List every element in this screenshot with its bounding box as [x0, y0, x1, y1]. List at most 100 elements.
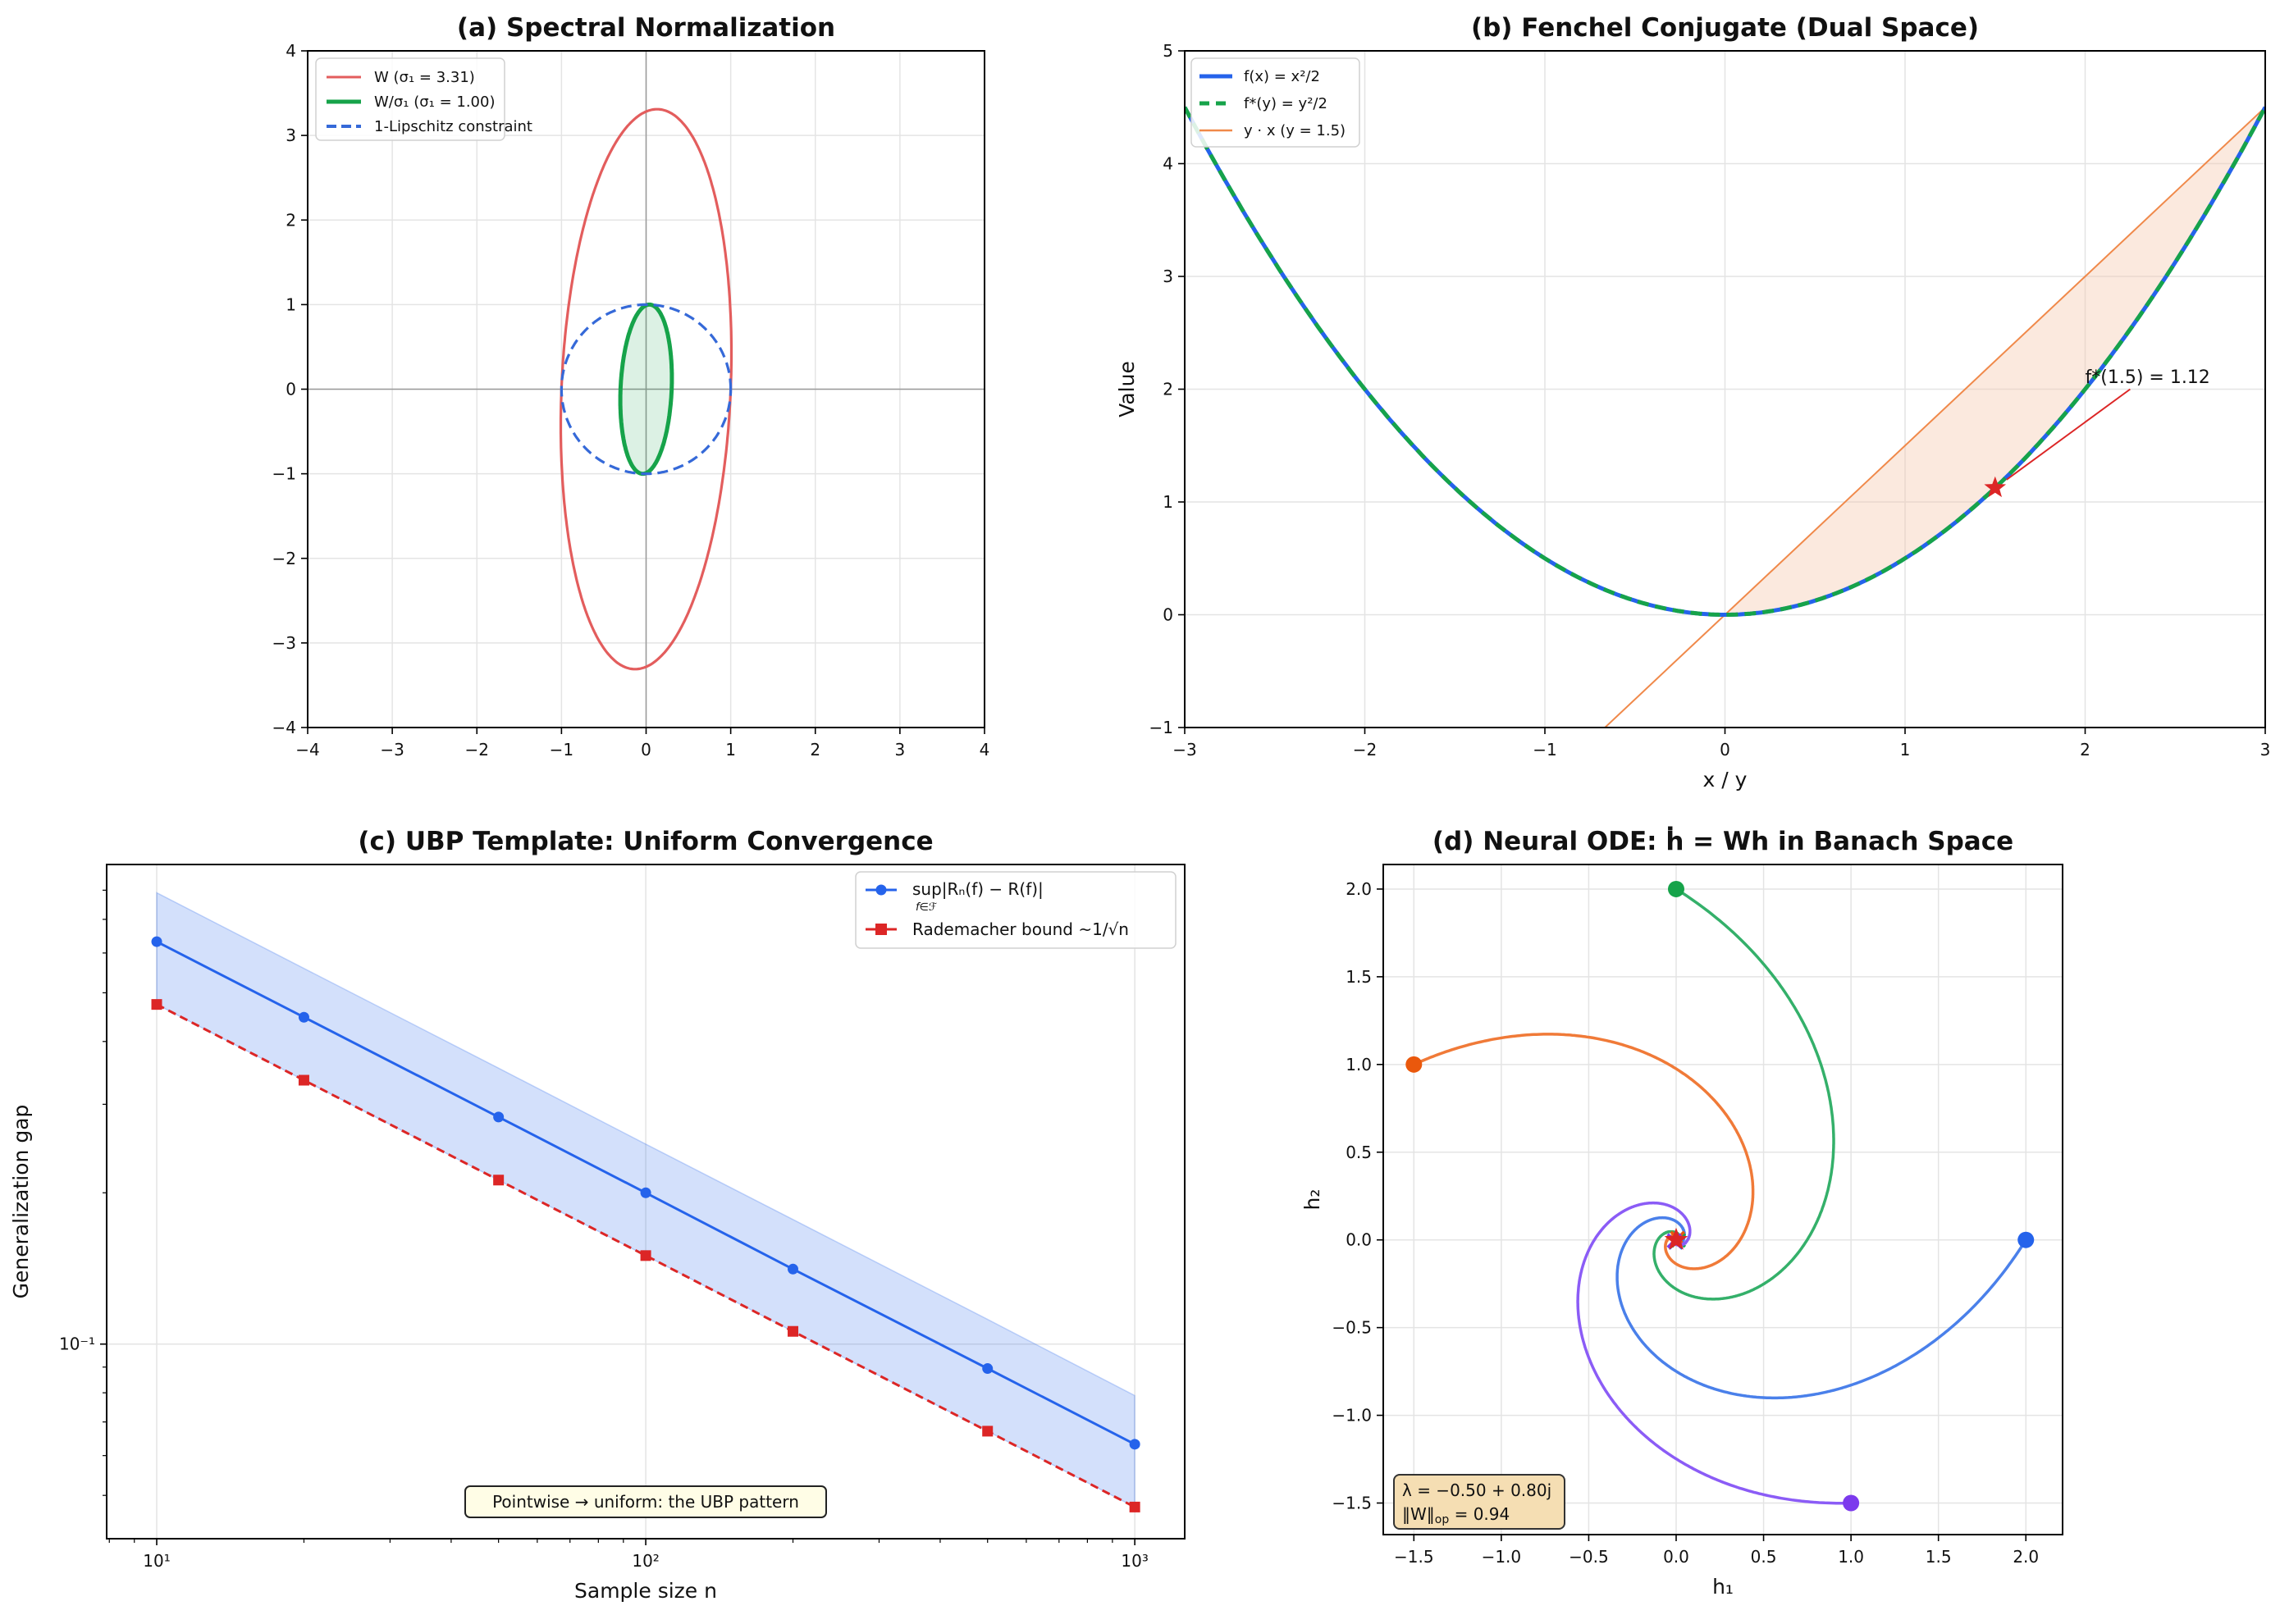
y-tick-label: −1.5 — [1332, 1494, 1372, 1513]
x-tick-label: 0.5 — [1751, 1547, 1777, 1567]
panel-d: −1.5 −1.0 −0.5 0.0 0.5 1.0 1.5 2.0 −1.5 −1.0 −0.5 0… — [1300, 827, 2063, 1599]
trajectory-line — [1652, 887, 1835, 1301]
y-tick-label: −0.5 — [1332, 1318, 1372, 1338]
legend-box — [315, 57, 505, 141]
x-axis-label: Sample size n — [574, 1579, 717, 1603]
x-tick-label: 10¹ — [143, 1551, 170, 1571]
trajectory-start-marker — [1667, 880, 1684, 897]
y-tick-label: −1.0 — [1332, 1406, 1372, 1426]
y-tick-label: 2.0 — [1346, 879, 1372, 899]
chart-title: (c) UBP Template: Uniform Convergence — [358, 827, 933, 856]
y-tick-label: 3 — [286, 125, 296, 145]
info-box — [1393, 1474, 1565, 1530]
x-tick-label: 1.0 — [1838, 1547, 1864, 1567]
y-tick-label: 4 — [286, 41, 296, 61]
y-axis-label: Value — [1115, 361, 1139, 417]
x-tick-label: 1.5 — [1926, 1547, 1952, 1567]
legend-marker — [875, 924, 887, 935]
data-point-rademacher — [298, 1074, 309, 1086]
legend-label: y · x (y = 1.5) — [1244, 122, 1346, 139]
legend-label: f(x) = x²/2 — [1244, 68, 1320, 85]
legend-label: 1-Lipschitz constraint — [374, 118, 532, 135]
data-point-rademacher — [1129, 1501, 1140, 1512]
x-tick-label: 2 — [810, 740, 820, 760]
data-point-sup-gap — [788, 1263, 799, 1275]
y-tick-label: 1 — [1163, 492, 1173, 512]
plot-area — [1405, 880, 2035, 1512]
x-tick-label: −1.5 — [1394, 1547, 1434, 1567]
data-point-sup-gap — [982, 1363, 994, 1375]
legend-marker — [875, 884, 887, 896]
norm-symbol: ‖W‖ — [1402, 1504, 1435, 1524]
y-tick-label: 1.5 — [1346, 967, 1372, 987]
data-point-sup-gap — [298, 1011, 309, 1023]
x-tick-label: 0.0 — [1663, 1547, 1689, 1567]
series-normalized-ellipse — [618, 302, 674, 477]
y-axis-label: Generalization gap — [9, 1105, 33, 1299]
conjugate-star-marker — [1984, 476, 2007, 498]
x-tick-label: 3 — [2260, 740, 2271, 760]
x-tick-label: 4 — [980, 740, 990, 760]
data-point-sup-gap — [1129, 1439, 1140, 1450]
y-tick-label: 5 — [1163, 41, 1173, 61]
series-conjugate-curve — [1185, 106, 2265, 617]
y-tick-label: 1.0 — [1346, 1055, 1372, 1074]
x-tick-label: −4 — [295, 740, 319, 760]
annotation-box — [464, 1485, 827, 1518]
x-tick-label: −1 — [1533, 740, 1556, 760]
norm-value: = 0.94 — [1449, 1504, 1510, 1524]
y-tick-label: −1 — [272, 464, 296, 484]
y-tick-label: 1 — [286, 294, 296, 314]
series-lipschitz-circle — [560, 303, 733, 476]
chart-title: (a) Spectral Normalization — [457, 13, 835, 43]
data-point-rademacher — [493, 1175, 505, 1186]
x-tick-label: −1.0 — [1482, 1547, 1522, 1567]
x-tick-label: 0 — [1720, 740, 1730, 760]
x-tick-label: −0.5 — [1569, 1547, 1609, 1567]
data-point-rademacher — [640, 1250, 651, 1261]
annotation-arrow — [2006, 388, 2131, 481]
legend-label: f*(y) = y²/2 — [1244, 95, 1327, 112]
chart-title: (b) Fenchel Conjugate (Dual Space) — [1471, 13, 1979, 43]
y-tick-label: 3 — [1163, 267, 1173, 286]
y-tick-label: 2 — [1163, 380, 1173, 399]
legend-box — [1190, 57, 1360, 148]
legend-label: sup|Rₙ(f) − R(f)| — [912, 879, 1044, 899]
y-axis-label: h₂ — [1300, 1189, 1324, 1211]
legend-label-subscript: f∈ℱ — [916, 901, 937, 914]
x-tick-label: 2 — [2080, 740, 2090, 760]
legend-label: W (σ₁ = 3.31) — [374, 69, 475, 86]
x-tick-label: 2.0 — [2013, 1547, 2039, 1567]
axes-frame — [1382, 864, 2063, 1535]
x-tick-label: −3 — [380, 740, 404, 760]
x-tick-label: −3 — [1172, 740, 1196, 760]
norm-subscript: op — [1435, 1513, 1450, 1526]
data-point-sup-gap — [640, 1187, 651, 1198]
panel-c: 10¹ 10² 10³ 10⁻¹ (c) UBP Template: Uniform C… — [9, 827, 1186, 1603]
data-point-sup-gap — [151, 936, 162, 947]
y-tick-label: 0 — [286, 380, 296, 399]
x-tick-label: 10³ — [1121, 1551, 1148, 1571]
x-tick-label: −2 — [465, 740, 489, 760]
data-point-sup-gap — [493, 1111, 505, 1123]
chart-title: (d) Neural ODE: ḣ = Wh in Banach Space — [1432, 827, 2013, 856]
y-tick-label: −1 — [1149, 718, 1173, 737]
x-tick-label: 0 — [641, 740, 651, 760]
y-tick-label: 4 — [1163, 154, 1173, 174]
x-axis-label: x / y — [1703, 768, 1748, 791]
x-axis-label: h₁ — [1712, 1575, 1734, 1599]
annotation-text: f*(1.5) = 1.12 — [2086, 367, 2210, 388]
panel-b: f*(1.5) = 1.12 −3 −2 −1 0 1 2 3 −1 0 1 2 3 4 5 (b) Fenc… — [1115, 13, 2271, 791]
trajectory-start-marker — [1405, 1056, 1423, 1073]
x-tick-label: 1 — [725, 740, 736, 760]
x-tick-label: −2 — [1353, 740, 1377, 760]
trajectory-start-marker — [2017, 1231, 2035, 1248]
x-tick-label: −1 — [550, 740, 573, 760]
legend-box — [855, 871, 1177, 949]
x-tick-label: 3 — [895, 740, 906, 760]
y-tick-label: 2 — [286, 210, 296, 230]
plot-area — [151, 892, 1140, 1512]
y-tick-label: 0.0 — [1346, 1230, 1372, 1250]
x-tick-label: 1 — [1900, 740, 1911, 760]
